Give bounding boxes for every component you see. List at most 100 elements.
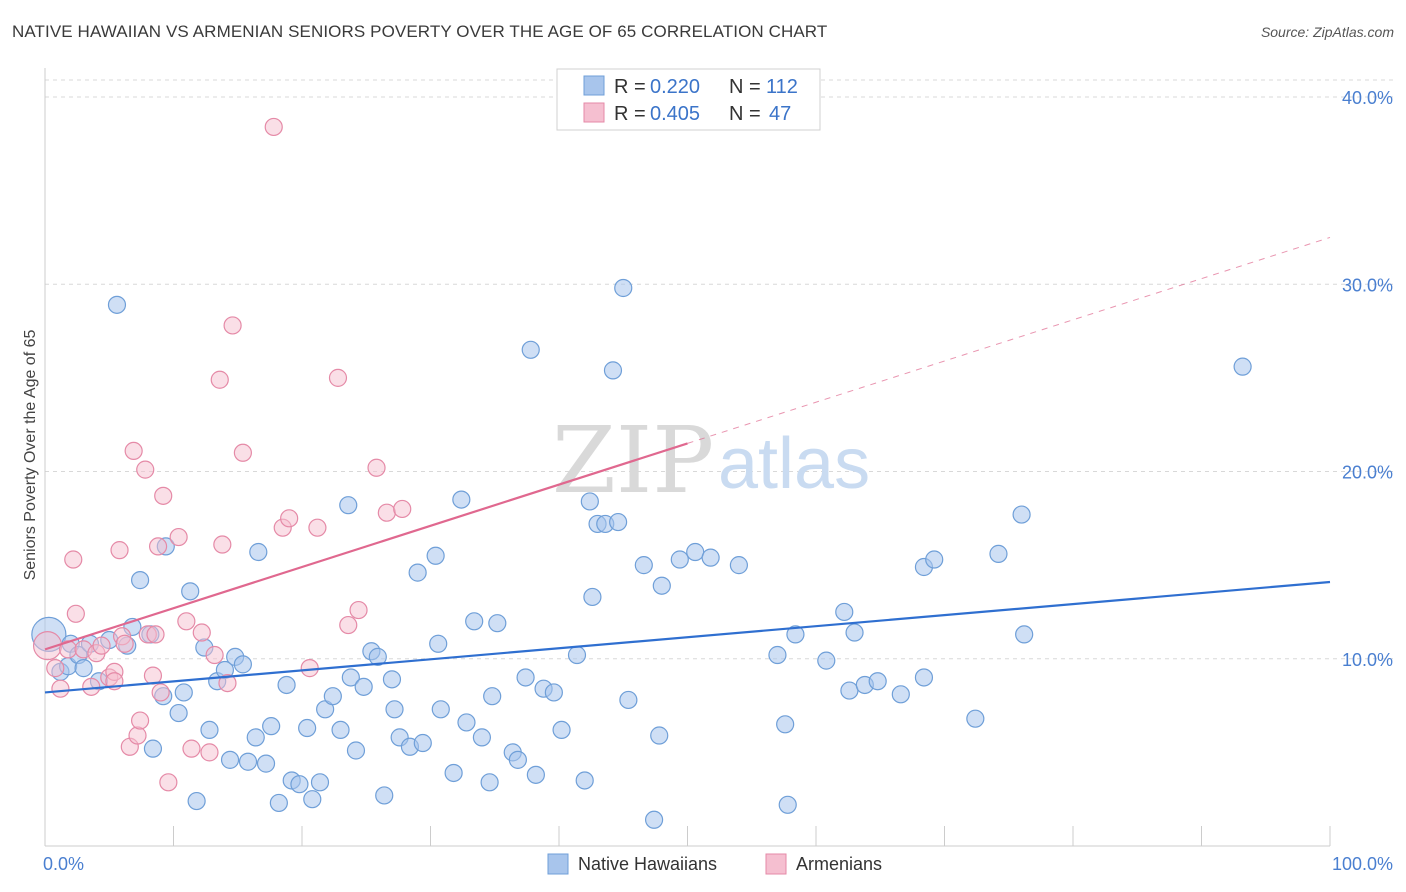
native-hawaiians-point [375,786,394,805]
native-hawaiians-point [508,750,527,769]
native-hawaiians-point [74,659,93,678]
legend-r-value-2: 0.405 [650,103,700,125]
native-hawaiians-point [552,720,571,740]
native-hawaiians-point [426,546,445,565]
native-hawaiians-point [670,550,689,569]
native-hawaiians-point [181,582,200,601]
armenians-point [115,634,134,653]
native-hawaiians-point [187,791,206,811]
armenians-point [82,677,101,696]
native-hawaiians-point [107,295,127,314]
native-hawaiians-point [483,687,502,706]
native-hawaiians-point [431,700,450,719]
armenians-point [177,612,196,631]
armenians-point [223,316,242,335]
native-hawaiians-point [516,668,535,687]
x-tick-labels: 0.0% 100.0% [43,854,1393,874]
native-hawaiians-point [303,790,322,809]
legend-swatch-pink [583,102,605,123]
native-hawaiians-point [220,750,240,769]
native-hawaiians-point [233,655,252,674]
legend-r-value-1: 0.220 [650,76,700,98]
native-hawaiians-point [817,651,836,670]
native-hawaiians-point [1233,357,1252,376]
y-tick-label: 20.0% [1342,463,1393,483]
native-hawaiians-point [989,544,1008,563]
armenians-point [393,499,412,519]
native-hawaiians-point [686,542,705,562]
native-hawaiians-point [256,754,276,773]
armenians-point [218,673,237,693]
native-hawaiians-point [238,752,258,771]
legend-r-label-2: R = [614,103,646,125]
native-hawaiians-point [891,685,910,704]
y-tick-labels: 10.0% 20.0% 30.0% 40.0% [1342,88,1393,670]
armenians-point [110,541,129,560]
native-hawaiians-point [310,773,330,792]
series-armenians [32,117,412,792]
native-hawaiians-point [269,793,288,813]
source-label: Source: ZipAtlas.com [1260,24,1394,40]
native-hawaiians-point [544,683,563,702]
bottom-legend-native-hawaiians: Native Hawaiians [578,854,717,874]
y-tick-label: 40.0% [1342,88,1393,108]
native-hawaiians-point [840,681,859,700]
armenians-point [151,683,170,702]
native-hawaiians-point [488,614,507,633]
bottom-legend-armenians: Armenians [796,854,882,874]
native-hawaiians-point [1015,625,1034,644]
chart-title: NATIVE HAWAIIAN VS ARMENIAN SENIORS POVE… [12,22,828,41]
armenians-point [130,711,150,730]
armenians-point [205,645,224,665]
native-hawaiians-point [609,512,628,532]
armenians-point [154,486,173,505]
armenians-point [377,503,396,522]
armenians-point [210,370,229,389]
native-hawaiians-point [200,720,219,740]
armenians-point [233,443,252,462]
native-hawaiians-point [472,728,491,747]
bottom-legend-swatch-pink [765,853,787,875]
native-hawaiians-point [465,612,484,631]
native-hawaiians-point [174,683,193,702]
native-hawaiians-point [346,741,366,760]
armenians-point [64,550,83,569]
legend-n-value-1: 112 [766,76,798,98]
legend-n-label-1: N = [729,76,761,98]
native-hawaiians-point [835,602,854,622]
native-hawaiians-point [262,717,281,736]
native-hawaiians-point [323,687,342,706]
native-hawaiians-point [429,634,448,653]
native-hawaiians-point [567,645,587,665]
native-hawaiians-point [480,773,499,792]
native-hawaiians-trend-line [44,580,1331,694]
armenians-point [136,460,155,479]
native-hawaiians-point [246,728,265,747]
native-hawaiians-point [575,771,594,790]
watermark: ZIP atlas [552,407,870,514]
native-hawaiians-point [526,765,545,784]
native-hawaiians-point [634,556,653,575]
x-tick-label-max: 100.0% [1332,854,1393,874]
native-hawaiians-point [290,775,309,794]
legend-swatch-blue [583,75,605,96]
armenians-point [182,739,201,758]
native-hawaiians-point [845,623,864,642]
native-hawaiians-point [1012,505,1031,524]
armenians-point [143,666,163,685]
native-hawaiians-point [452,490,471,509]
native-hawaiians-point [652,576,671,595]
native-hawaiians-point [644,810,664,829]
native-hawaiians-point [619,690,638,710]
native-hawaiians-point [786,625,805,644]
native-hawaiians-point [298,718,317,738]
armenians-point [124,441,143,461]
armenians-trend-line [44,442,688,651]
native-hawaiians-point [130,571,150,590]
armenians-point [280,509,299,528]
native-hawaiians-point [583,587,602,607]
native-hawaiians-point [580,492,599,511]
native-hawaiians-point [603,361,623,380]
trend-lines [44,236,1331,694]
legend-n-value-2: 47 [769,103,791,125]
